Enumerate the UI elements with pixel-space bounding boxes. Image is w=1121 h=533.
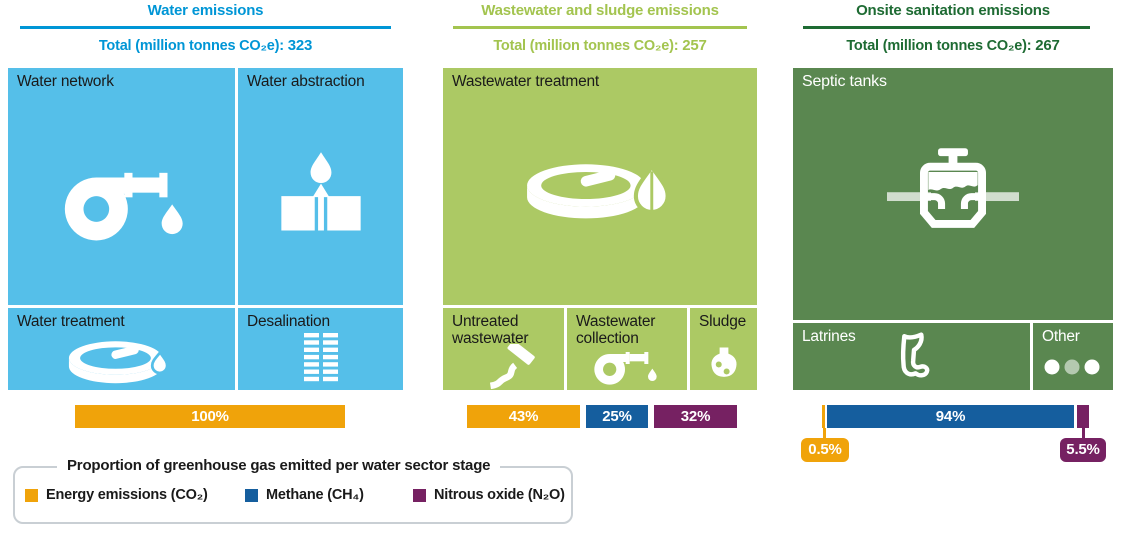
methane-swatch-icon [245, 488, 258, 502]
callout-nitrous-oxide: 5.5% [1060, 438, 1106, 462]
total-value: 267 [1035, 37, 1060, 54]
treatment-basin-droplet-icon [520, 150, 680, 228]
stage-box-sludge: Sludge [690, 308, 757, 390]
discharge-pipe-icon [485, 344, 537, 390]
stage-box-wastewater-collection: Wastewater collection [567, 308, 687, 390]
sludge-pot-icon [710, 346, 738, 384]
stage-box-desalination: Desalination [238, 308, 403, 390]
bar-value: 32% [680, 408, 711, 425]
total-label: Total (million tonnes CO₂e): [98, 38, 284, 54]
title-underline [20, 26, 391, 29]
stage-box-label: Water abstraction [247, 73, 365, 90]
panel-title: Onsite sanitation emissions [856, 2, 1050, 19]
ellipsis-icon [1044, 359, 1100, 375]
stage-box-water-abstraction: Water abstraction [238, 68, 403, 305]
panel-total: Total (million tonnes CO₂e): 257 [443, 37, 757, 54]
bar-value: 94% [935, 408, 966, 425]
stage-box-water-treatment: Water treatment [8, 308, 235, 390]
legend-item-label: Energy emissions (CO₂) [46, 487, 208, 503]
stage-box-other: Other [1033, 323, 1113, 390]
stage-box-label: Water network [17, 73, 114, 90]
bar-value: 43% [508, 408, 539, 425]
legend-item-label: Methane (CH₄) [266, 487, 364, 503]
stage-box-label: Other [1042, 328, 1080, 345]
stage-box-label: Desalination [247, 313, 330, 330]
bar-segment-nitrous-oxide [1077, 405, 1089, 428]
bar-segment-energy [822, 405, 825, 428]
callout-value: 0.5% [808, 441, 842, 458]
bar-value: 100% [191, 408, 229, 425]
stage-box-septic-tanks: Septic tanks [793, 68, 1113, 320]
callout-value: 5.5% [1066, 441, 1100, 458]
total-value: 323 [287, 37, 313, 54]
legend-item-nitrous-oxide: Nitrous oxide (N₂O) [413, 487, 565, 503]
stage-box-label: Sludge [699, 313, 747, 330]
stage-box-water-network: Water network [8, 68, 235, 305]
stage-box-latrines: Latrines [793, 323, 1030, 390]
panel-total: Total (million tonnes CO₂e): 323 [8, 37, 403, 54]
stage-box-label: Wastewater treatment [452, 73, 600, 90]
membrane-stack-icon [303, 333, 338, 383]
septic-tank-icon [887, 148, 1019, 247]
bar-segment-nitrous-oxide: 32% [654, 405, 737, 428]
bar-segment-energy: 100% [75, 405, 345, 428]
bar-segment-methane: 25% [586, 405, 648, 428]
panel-onsite-sanitation-emissions: Onsite sanitation emissions Total (milli… [793, 0, 1113, 475]
legend-item-methane: Methane (CH₄) [245, 487, 364, 503]
title-underline [803, 26, 1090, 29]
latrine-icon [885, 330, 943, 386]
stage-box-label: Water treatment [17, 313, 125, 330]
total-label: Total (million tonnes CO₂e): [493, 38, 679, 54]
total-value: 257 [682, 37, 707, 54]
bar-segment-methane: 94% [827, 405, 1074, 428]
panel-title: Wastewater and sludge emissions [481, 2, 719, 19]
panel-wastewater-emissions: Wastewater and sludge emissions Total (m… [443, 0, 757, 475]
treatment-basin-icon [63, 332, 181, 386]
title-underline [453, 26, 747, 29]
bar-value: 25% [602, 408, 632, 425]
bar-segment-energy: 43% [467, 405, 580, 428]
callout-energy: 0.5% [801, 438, 849, 462]
stage-box-label: Septic tanks [802, 73, 887, 90]
nitrous-oxide-swatch-icon [413, 488, 426, 502]
legend-item-energy: Energy emissions (CO₂) [25, 487, 208, 503]
legend-item-label: Nitrous oxide (N₂O) [434, 487, 565, 503]
panel-total: Total (million tonnes CO₂e): 267 [793, 37, 1113, 54]
stage-box-label: Latrines [802, 328, 856, 345]
callout-connector-energy [823, 428, 826, 438]
panel-water-emissions: Water emissions Total (million tonnes CO… [8, 0, 403, 475]
pump-icon [592, 350, 662, 386]
total-label: Total (million tonnes CO₂e): [846, 38, 1032, 54]
stage-box-untreated-wastewater: Untreated wastewater [443, 308, 564, 390]
legend: Proportion of greenhouse gas emitted per… [13, 457, 573, 524]
legend-title: Proportion of greenhouse gas emitted per… [57, 457, 501, 474]
pump-icon [61, 160, 183, 244]
callout-connector-nitrous-oxide [1082, 428, 1085, 438]
groundwater-abstraction-icon [273, 146, 369, 242]
panel-title: Water emissions [147, 2, 264, 19]
stage-box-wastewater-treatment: Wastewater treatment [443, 68, 757, 305]
energy-swatch-icon [25, 488, 38, 502]
stage-box-label: Untreated wastewater [452, 313, 529, 348]
stage-box-label: Wastewater collection [576, 313, 656, 348]
